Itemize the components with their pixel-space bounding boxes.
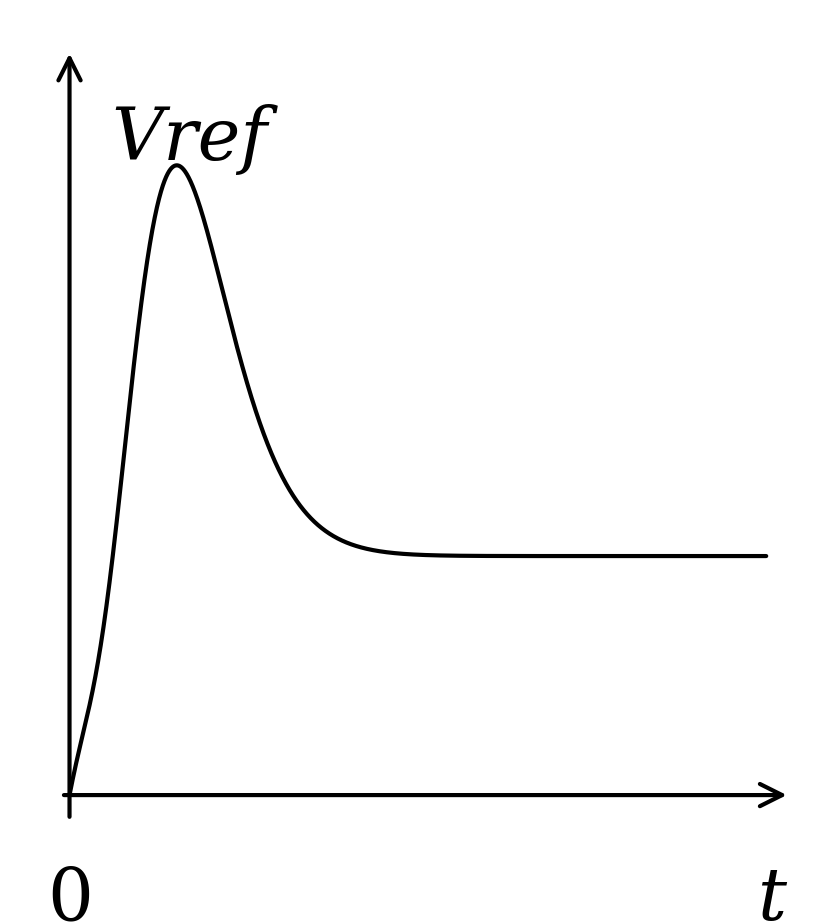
Text: 0: 0	[47, 865, 93, 923]
Text: Vref: Vref	[112, 104, 267, 175]
Text: t: t	[757, 865, 786, 923]
